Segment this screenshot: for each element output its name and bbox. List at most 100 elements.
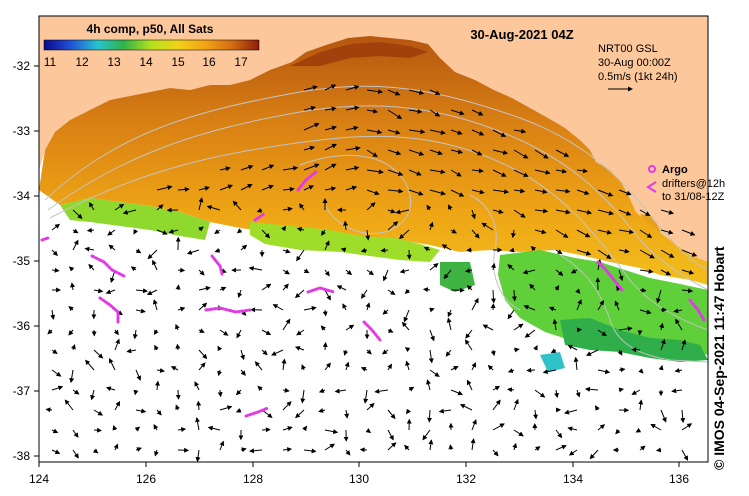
current-arrow [464,339,473,351]
current-arrow [550,348,557,353]
colorbar-tick: 11 [44,55,57,69]
current-time: 30-Aug 00:00Z [598,57,671,69]
current-arrow [387,188,404,194]
current-arrow [459,404,473,411]
current-arrow [240,369,246,376]
current-arrow [576,189,590,195]
current-arrow [343,220,349,231]
current-arrow [450,389,464,396]
current-arrow [681,288,694,294]
current-arrow [429,369,440,377]
current-arrow [658,364,664,371]
current-arrow [70,282,76,291]
current-arrow [445,349,452,357]
current-arrow [471,209,476,220]
sst-cool-patch-east2 [560,318,708,362]
current-arrow [427,409,433,423]
current-arrow [441,244,452,251]
current-arrow [530,246,537,252]
current-arrow [114,203,125,211]
drifters-date: to 31/08-12Z [662,191,725,203]
current-arrow [471,168,484,174]
y-tick-label: -36 [13,319,31,333]
current-arrow [507,368,515,373]
current-arrow [387,221,399,231]
current-arrow [568,449,578,456]
current-arrow [240,184,253,191]
current-arrow [576,209,593,215]
x-tick: 130 [349,462,369,486]
current-arrow [219,440,225,451]
current-arrow [282,165,299,171]
current-arrow [387,409,396,420]
colorbar-tick: 12 [75,55,89,69]
current-arrow [492,385,501,391]
current-arrow [154,449,159,457]
current-arrow [616,285,622,292]
current-arrow [324,106,337,112]
current-arrow [404,347,411,353]
current-arrow [345,269,353,276]
current-arrow [156,229,168,235]
current-arrow [363,389,369,404]
current-arrow [446,317,452,331]
current-arrow [513,128,527,134]
current-arrow [133,389,139,396]
current-arrow [68,329,74,336]
current-arrow [177,186,190,192]
current-arrow [240,164,254,171]
sst-cyan-patch [540,352,565,372]
current-arrow [296,329,305,336]
current-arrow [471,189,485,195]
current-arrow [426,204,432,211]
drifter-marker-icon [646,181,657,193]
current-arrow [614,300,620,311]
current-arrow [639,445,646,451]
current-arrow [681,423,693,431]
current-arrow [639,209,651,216]
current-arrow [450,169,462,177]
current-arrow [450,129,463,135]
current-arrow [302,425,308,432]
current-arrow [281,225,287,232]
current-arrow [343,349,349,356]
current-arrow [381,349,389,355]
current-arrow [513,209,526,218]
current-arrow [570,268,578,274]
current-arrow [576,299,582,311]
current-arrow [447,309,453,318]
current-arrow [360,367,368,372]
current-arrow [450,228,457,234]
current-arrow [597,369,611,375]
current-arrow [576,249,592,256]
current-arrow [324,240,330,251]
current-arrow [638,368,644,374]
current-arrow [72,429,79,438]
current-arrow [408,189,424,196]
current-arrow [524,329,536,338]
y-tick: -37 [13,384,39,398]
current-arrow [296,249,305,262]
x-tick-label: 132 [456,472,476,486]
current-arrow [303,163,320,171]
current-arrow [156,368,165,373]
current-arrow [257,385,263,391]
current-arrow [135,248,142,254]
current-arrow [492,169,507,177]
current-arrow [342,303,347,311]
current-arrow [294,346,305,351]
current-arrow [135,308,146,314]
current-arrow [429,109,441,117]
current-arrow [296,226,305,232]
current-arrow [303,85,318,91]
current-arrow [303,122,320,131]
current-arrow [175,323,180,331]
sst-hot-coast [290,42,428,66]
current-arrow [366,149,378,158]
current-arrow [573,356,579,371]
current-arrow [471,129,485,136]
current-arrow [380,247,389,253]
current-arrow [567,344,578,351]
current-arrow [513,169,529,177]
current-arrow [408,169,422,176]
